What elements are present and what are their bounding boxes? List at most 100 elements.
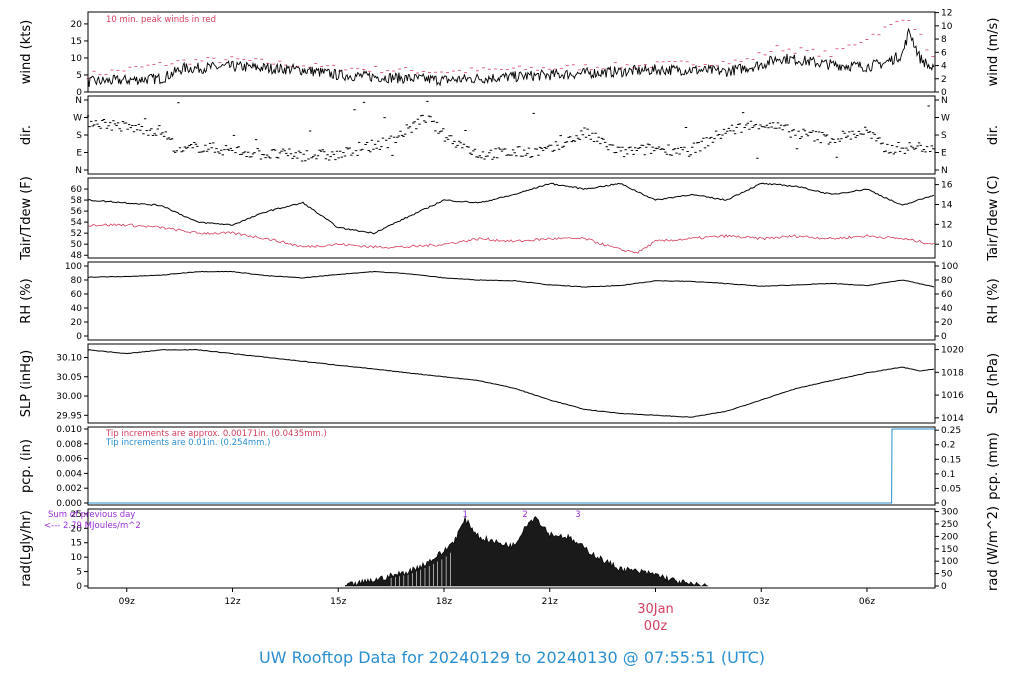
slp-right-tick-label: 1016	[941, 391, 964, 401]
rh-left-tick-label: 20	[71, 318, 83, 328]
dir-ylabel-right: dir.	[986, 125, 1001, 145]
pcp-left-tick-label: 0.000	[56, 499, 82, 509]
pcp-right-tick-label: 0	[941, 499, 947, 509]
dir-left-tick-label: W	[73, 114, 82, 124]
dir-right-tick-label: S	[941, 131, 947, 141]
x-tick-label: 06z	[859, 597, 875, 607]
wind-left-tick-label: 15	[71, 37, 82, 47]
rad-marker: 1	[462, 510, 467, 520]
rad-marker: 2	[522, 510, 527, 520]
rh-left-tick-label: 100	[65, 262, 82, 272]
slp-left-tick-label: 30.05	[56, 373, 82, 383]
rh-left-tick-label: 60	[71, 290, 83, 300]
rad-left-tick-label: 20	[71, 524, 83, 534]
dir-left-tick-label: N	[75, 96, 82, 106]
wind-right-tick-label: 0	[941, 88, 947, 98]
wind-peak-note: 10 min. peak winds in red	[106, 15, 216, 25]
wind-left-tick-label: 20	[71, 20, 83, 30]
tdew-line	[87, 223, 935, 254]
slp-right-tick-label: 1020	[941, 346, 964, 356]
rh-right-tick-label: 40	[941, 304, 953, 314]
temp-ylabel-left: Tair/Tdew (F)	[19, 176, 34, 261]
wind-left-tick-label: 0	[76, 88, 82, 98]
temp-ylabel-right: Tair/Tdew (C)	[986, 175, 1001, 261]
temp-left-tick-label: 58	[71, 196, 83, 206]
temp-right-tick-label: 10	[941, 240, 953, 250]
x-tick-label: 15z	[330, 597, 346, 607]
rh-right-tick-label: 60	[941, 290, 953, 300]
pcp-note-tip: Tip increments are 0.01in. (0.254mm.)	[105, 438, 270, 448]
rh-right-tick-label: 20	[941, 318, 953, 328]
dir-left-tick-label: N	[75, 166, 82, 176]
rad-right-tick-label: 0	[941, 582, 947, 592]
rad-right-tick-label: 100	[941, 557, 958, 567]
dir-panel-frame	[87, 95, 936, 175]
pcp-ylabel-left: pcp. (in)	[19, 439, 34, 493]
rad-right-tick-label: 300	[941, 508, 958, 518]
wind-right-tick-label: 8	[941, 35, 947, 45]
pcp-right-tick-label: 0.25	[941, 426, 961, 436]
pcp-right-tick-label: 0.15	[941, 455, 961, 465]
slp-left-tick-label: 29.95	[56, 411, 82, 421]
rad-right-tick-label: 50	[941, 570, 953, 580]
wind-right-tick-label: 12	[941, 9, 952, 19]
wind-ylabel-left: wind (kts)	[19, 20, 34, 84]
rh-line	[87, 270, 935, 288]
dir-ylabel-left: dir.	[19, 125, 34, 145]
rad-sum-value: <--- 2.79 MJoules/m^2	[44, 521, 141, 531]
rad-marker: 3	[575, 510, 580, 520]
temp-left-tick-label: 50	[71, 240, 83, 250]
dir-left-tick-label: S	[76, 131, 82, 141]
rad-sum-note: Sum of previous day	[48, 510, 135, 520]
temp-right-tick-label: 12	[941, 220, 952, 230]
wind-left-tick-label: 5	[76, 71, 82, 81]
pcp-left-tick-label: 0.010	[56, 425, 82, 435]
temp-right-tick-label: 16	[941, 181, 953, 191]
rad-left-tick-label: 15	[71, 539, 82, 549]
rad-right-tick-label: 200	[941, 532, 958, 542]
rh-ylabel-left: RH (%)	[19, 278, 34, 323]
day-marker-time: 00z	[644, 619, 668, 634]
rad-ylabel-left: rad(Lgly/hr)	[19, 510, 34, 586]
slp-ylabel-right: SLP (hPa)	[986, 353, 1001, 414]
pcp-left-tick-label: 0.002	[56, 484, 82, 494]
rh-right-tick-label: 80	[941, 276, 953, 286]
rh-left-tick-label: 40	[71, 304, 83, 314]
temp-panel-frame	[87, 177, 936, 259]
rad-left-tick-label: 10	[71, 553, 83, 563]
rad-area	[345, 516, 709, 587]
pcp-panel-frame	[87, 426, 936, 506]
pcp-left-tick-label: 0.008	[56, 440, 82, 450]
rad-right-tick-label: 150	[941, 545, 958, 555]
wind-right-tick-label: 4	[941, 62, 947, 72]
x-tick-label: 09z	[119, 597, 135, 607]
x-tick-label: 12z	[224, 597, 240, 607]
footer-title: UW Rooftop Data for 20240129 to 20240130…	[258, 648, 766, 667]
pcp-ylabel-right: pcp. (mm)	[986, 432, 1001, 499]
day-marker-date: 30Jan	[637, 602, 674, 617]
dir-marks	[86, 100, 935, 162]
pcp-left-tick-label: 0.006	[56, 455, 82, 465]
rh-panel-frame	[87, 261, 936, 341]
rad-left-tick-label: 5	[76, 568, 82, 578]
x-tick-label: 03z	[753, 597, 769, 607]
rad-ylabel-right: rad (W/m^2)	[986, 506, 1001, 591]
pcp-left-tick-label: 0.004	[56, 469, 82, 479]
dir-left-tick-label: E	[76, 149, 82, 159]
wind-right-tick-label: 10	[941, 22, 953, 32]
temp-right-tick-label: 14	[941, 200, 953, 210]
slp-right-tick-label: 1018	[941, 368, 964, 378]
wind-speed-line	[87, 27, 935, 87]
rh-right-tick-label: 100	[941, 262, 958, 272]
temp-left-tick-label: 56	[71, 207, 83, 217]
x-tick-label: 21z	[542, 597, 558, 607]
dir-right-tick-label: N	[941, 166, 948, 176]
tair-line	[87, 182, 935, 235]
dir-right-tick-label: N	[941, 96, 948, 106]
pcp-note-approx: Tip increments are approx. 0.00171in. (0…	[105, 429, 327, 439]
slp-ylabel-left: SLP (inHg)	[19, 350, 34, 418]
temp-left-tick-label: 54	[71, 218, 83, 228]
x-tick-label: 18z	[436, 597, 452, 607]
slp-left-tick-label: 30.10	[56, 353, 82, 363]
